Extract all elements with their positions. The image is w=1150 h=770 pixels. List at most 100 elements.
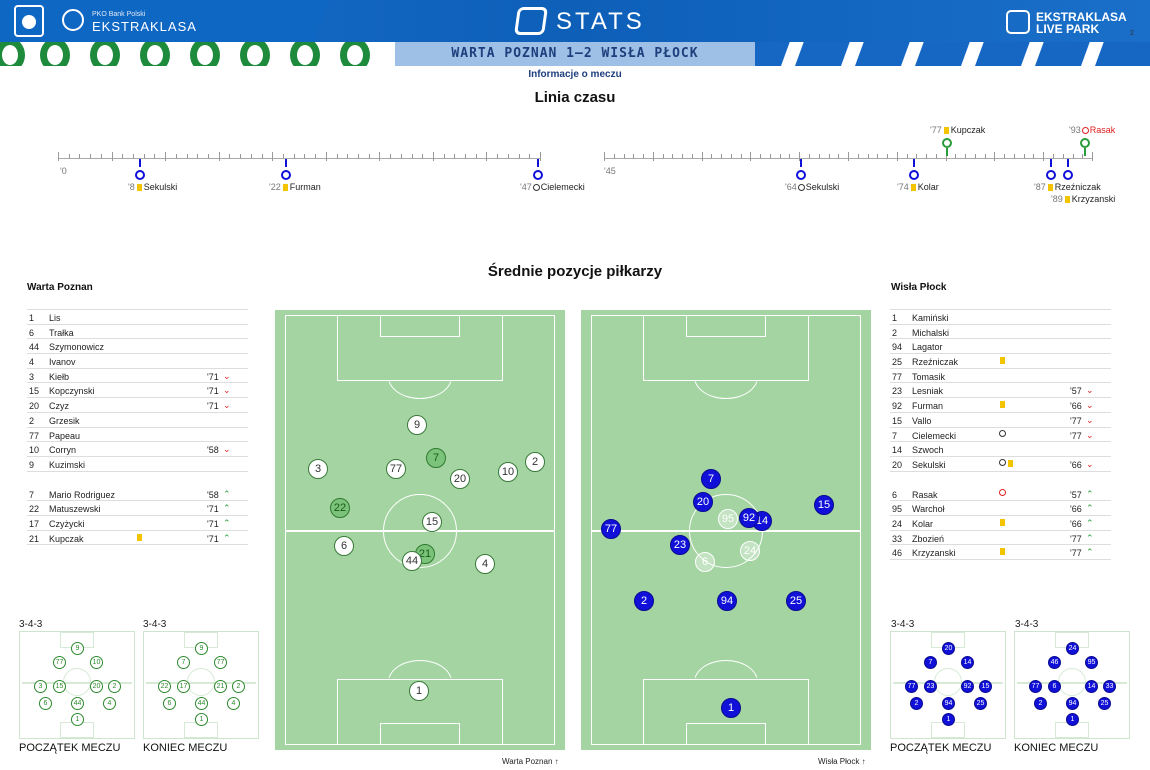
- timeline-tick: [315, 154, 317, 159]
- player-position-marker[interactable]: 23: [670, 535, 690, 555]
- roster-row[interactable]: 20 Czyz '71 ⌄: [27, 398, 248, 413]
- player-position-marker[interactable]: 92: [739, 508, 759, 528]
- roster-row[interactable]: 17 Czyżycki '71 ⌃: [27, 516, 248, 531]
- roster-row[interactable]: 6 Trałka: [27, 325, 248, 340]
- timeline-tick: [1053, 154, 1054, 159]
- roster-row[interactable]: 77 Papeau: [27, 428, 248, 443]
- roster-row[interactable]: 46 Krzyzanski '77 ⌃: [890, 545, 1111, 560]
- player-position-marker[interactable]: 2: [634, 591, 654, 611]
- player-position-marker[interactable]: 25: [786, 591, 806, 611]
- sub-in-icon: ⌃: [223, 503, 231, 514]
- livepark-line2: LIVE PARK: [1036, 22, 1100, 36]
- event-marker-icon[interactable]: [1046, 170, 1056, 180]
- roster-gap: [27, 472, 248, 487]
- timeline-tick: [838, 154, 840, 159]
- roster-row[interactable]: 33 Zbozień '77 ⌃: [890, 531, 1111, 546]
- roster-row[interactable]: 4 Ivanov: [27, 354, 248, 369]
- player-position-marker[interactable]: 6: [334, 536, 354, 556]
- roster-row[interactable]: 95 Warchoł '66 ⌃: [890, 501, 1111, 516]
- roster-row[interactable]: 2 Grzesik: [27, 413, 248, 428]
- player-position-marker[interactable]: 15: [422, 512, 442, 532]
- player-position-marker[interactable]: 44: [402, 551, 422, 571]
- player-name: Rasak: [912, 489, 938, 500]
- player-position-marker[interactable]: 1: [721, 698, 741, 718]
- timeline-tick: [293, 154, 295, 159]
- roster-row[interactable]: 15 Vallo '77 ⌄: [890, 413, 1111, 428]
- player-number: 6: [29, 327, 35, 338]
- match-info-link[interactable]: Informacje o meczu: [528, 69, 622, 80]
- formation-player-marker: 95: [1085, 656, 1098, 669]
- roster-row[interactable]: 1 Kamiński: [890, 310, 1111, 325]
- roster-row[interactable]: 1 Lis: [27, 310, 248, 325]
- event-minute: '22: [269, 182, 281, 192]
- player-position-marker[interactable]: 9: [407, 415, 427, 435]
- event-marker-icon[interactable]: [281, 170, 291, 180]
- timeline-tick: [90, 154, 92, 159]
- timeline-tick: [691, 154, 693, 159]
- roster-row[interactable]: 22 Matuszewski '71 ⌃: [27, 501, 248, 516]
- timeline-tick: [662, 154, 664, 159]
- event-marker-icon[interactable]: [1063, 170, 1073, 180]
- event-pin-stem: [1050, 159, 1052, 167]
- player-position-marker[interactable]: 2: [525, 452, 545, 472]
- event-marker-icon[interactable]: [942, 138, 952, 148]
- sub-out-icon: ⌄: [223, 444, 231, 455]
- event-marker-icon[interactable]: [909, 170, 919, 180]
- roster-row[interactable]: 92 Furman '66 ⌄: [890, 398, 1111, 413]
- player-name: Tomasik: [912, 371, 946, 382]
- roster-row[interactable]: 15 Kopczynski '71 ⌄: [27, 383, 248, 399]
- player-position-marker[interactable]: 10: [498, 462, 518, 482]
- roster-row[interactable]: 7 Cielemecki '77 ⌄: [890, 428, 1111, 443]
- timeline-tick: [443, 154, 445, 159]
- player-name: Cielemecki: [912, 430, 957, 441]
- roster-row[interactable]: 10 Corryn '58 ⌄: [27, 442, 248, 457]
- roster-row[interactable]: 23 Lesniak '57 ⌄: [890, 383, 1111, 399]
- pko-logo-icon: [14, 5, 44, 37]
- formation-player-marker: 6: [163, 697, 176, 710]
- event-pin-stem: [913, 159, 915, 167]
- player-name: Lis: [49, 313, 61, 323]
- roster-row[interactable]: 24 Kolar '66 ⌃: [890, 516, 1111, 531]
- event-marker-icon[interactable]: [533, 170, 543, 180]
- player-position-marker[interactable]: 7: [426, 448, 446, 468]
- player-position-marker[interactable]: 1: [409, 681, 429, 701]
- player-position-marker[interactable]: 20: [693, 492, 713, 512]
- player-position-marker[interactable]: 7: [701, 469, 721, 489]
- event-marker-icon[interactable]: [796, 170, 806, 180]
- player-position-marker[interactable]: 15: [814, 495, 834, 515]
- player-position-marker[interactable]: 77: [386, 459, 406, 479]
- sub-in-icon: ⌃: [223, 517, 231, 528]
- roster-row[interactable]: 14 Szwoch: [890, 442, 1111, 457]
- timeline-tick: [58, 152, 59, 161]
- roster-row[interactable]: 3 Kiełb '71 ⌄: [27, 369, 248, 384]
- player-position-marker[interactable]: 94: [717, 591, 737, 611]
- away-average-positions-pitch: 7 20 14 92 15 77 95 23 24 6 2 94 25 1: [581, 310, 871, 750]
- roster-row[interactable]: 7 Mario Rodriguez '58 ⌃: [27, 487, 248, 502]
- event-marker-icon[interactable]: [1080, 138, 1090, 148]
- roster-row[interactable]: 20 Sekulski '66 ⌄: [890, 457, 1111, 472]
- formation-player-marker: 14: [961, 656, 974, 669]
- roster-row[interactable]: 2 Michalski: [890, 325, 1111, 340]
- event-marker-icon[interactable]: [135, 170, 145, 180]
- yellow-card-icon: [943, 127, 949, 134]
- roster-row[interactable]: 21 Kupczak '71 ⌃: [27, 531, 248, 546]
- roster-row[interactable]: 94 Lagator: [890, 339, 1111, 355]
- roster-row[interactable]: 25 Rzeźniczak: [890, 354, 1111, 369]
- roster-row[interactable]: 44 Szymonowicz: [27, 339, 248, 355]
- player-position-marker[interactable]: 95: [718, 509, 738, 529]
- player-position-marker[interactable]: 77: [601, 519, 621, 539]
- player-name: Ivanov: [49, 357, 76, 368]
- roster-row[interactable]: 9 Kuzimski: [27, 457, 248, 472]
- event-player: Krzyzanski: [1071, 194, 1116, 204]
- player-number: 25: [892, 357, 903, 368]
- roster-row[interactable]: 6 Rasak '57 ⌃: [890, 487, 1111, 502]
- player-position-marker[interactable]: 20: [450, 469, 470, 489]
- roster-row[interactable]: 77 Tomasik: [890, 369, 1111, 384]
- player-position-marker[interactable]: 22: [330, 498, 350, 518]
- player-position-marker[interactable]: 6: [695, 552, 715, 572]
- player-number: 3: [29, 371, 35, 382]
- player-position-marker[interactable]: 24: [740, 541, 760, 561]
- player-position-marker[interactable]: 3: [308, 459, 328, 479]
- player-position-marker[interactable]: 4: [475, 554, 495, 574]
- timeline-event: '8 Sekulski: [128, 182, 177, 192]
